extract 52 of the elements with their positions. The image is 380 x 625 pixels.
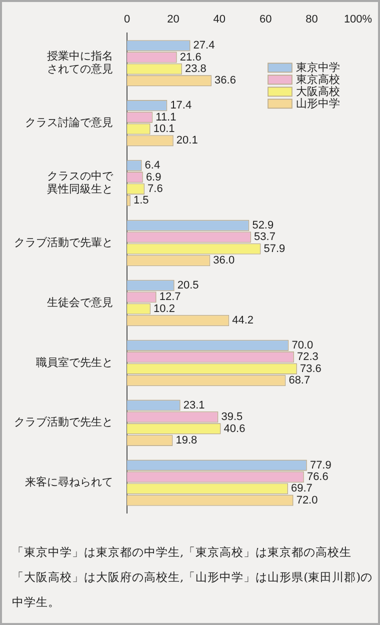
data-label: 7.6 — [148, 182, 163, 195]
data-label: 40.6 — [224, 422, 246, 435]
data-label: 70.0 — [292, 339, 314, 352]
data-label: 77.9 — [310, 459, 332, 472]
data-label: 20.1 — [176, 134, 198, 147]
y-tick-label: クラス討論で意見 — [25, 116, 113, 129]
y-tick-label: クラスの中で異性同級生と — [47, 169, 114, 196]
data-label: 10.1 — [153, 123, 175, 135]
data-label: 27.4 — [193, 40, 215, 52]
y-tick-label: 来客に尋ねられて — [25, 476, 113, 489]
x-tick-label: 40 — [213, 14, 226, 26]
y-tick-label: クラブ活動で先生と — [14, 416, 113, 429]
data-label: 11.1 — [156, 111, 176, 124]
y-tick-label: 職員室で先生と — [36, 356, 113, 369]
data-label: 36.6 — [214, 74, 236, 87]
data-label: 76.6 — [306, 471, 328, 484]
data-label: 12.7 — [159, 291, 181, 304]
data-label: 57.9 — [264, 242, 286, 255]
data-label: 10.2 — [154, 302, 175, 315]
data-label: 39.5 — [221, 411, 243, 424]
legend-label: 大阪高校 — [296, 85, 340, 98]
data-label: 52.9 — [252, 220, 274, 232]
data-label: 21.6 — [180, 51, 202, 64]
y-tick-label: クラブ活動で先輩と — [14, 236, 113, 249]
data-label: 73.6 — [300, 362, 322, 375]
legend-label: 東京中学 — [296, 61, 340, 74]
text: 「大阪高校」は大阪府の高校生,「山形中学」は山形県(東田川郡)の中学生。 — [12, 569, 374, 611]
x-tick-label: 20 — [167, 14, 180, 26]
data-label: 36.0 — [213, 254, 235, 267]
data-label: 20.5 — [177, 279, 199, 292]
data-label: 44.2 — [232, 314, 254, 327]
data-label: 6.4 — [144, 160, 160, 172]
data-label: 72.0 — [296, 494, 318, 506]
data-label: 6.9 — [146, 171, 162, 184]
x-tick-label: 60 — [259, 14, 272, 26]
x-tick-label: 0 — [124, 14, 130, 26]
data-label: 69.7 — [291, 482, 312, 495]
data-label: 53.7 — [254, 231, 276, 244]
data-label: 17.4 — [170, 100, 192, 112]
x-tick-label: 80 — [306, 14, 318, 26]
text: 「東京中学」は東京都の中学生,「東京高校」は東京都の高校生 — [12, 544, 353, 561]
y-tick-label: 授業中に指名されての意見 — [47, 49, 113, 76]
legend-label: 山形中学 — [296, 97, 340, 110]
legend-label: 東京高校 — [296, 73, 340, 86]
data-label: 23.8 — [184, 63, 206, 76]
y-tick-label: 生徒会で意見 — [47, 296, 113, 309]
data-label: 68.7 — [288, 374, 310, 386]
x-tick-label: 100% — [344, 14, 372, 26]
data-label: 23.1 — [183, 399, 205, 412]
data-label: 19.8 — [176, 434, 198, 446]
data-label: 1.5 — [133, 194, 149, 207]
data-label: 72.3 — [297, 351, 318, 364]
